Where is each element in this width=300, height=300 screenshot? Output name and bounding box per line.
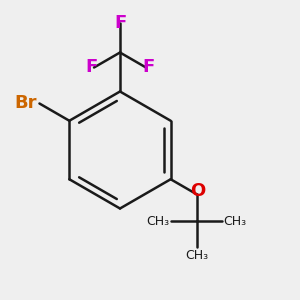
Text: F: F (114, 14, 126, 32)
Text: F: F (85, 58, 97, 76)
Text: CH₃: CH₃ (146, 215, 170, 228)
Text: Br: Br (14, 94, 37, 112)
Text: CH₃: CH₃ (185, 249, 208, 262)
Text: O: O (190, 182, 206, 200)
Text: CH₃: CH₃ (224, 215, 247, 228)
Text: F: F (143, 58, 155, 76)
